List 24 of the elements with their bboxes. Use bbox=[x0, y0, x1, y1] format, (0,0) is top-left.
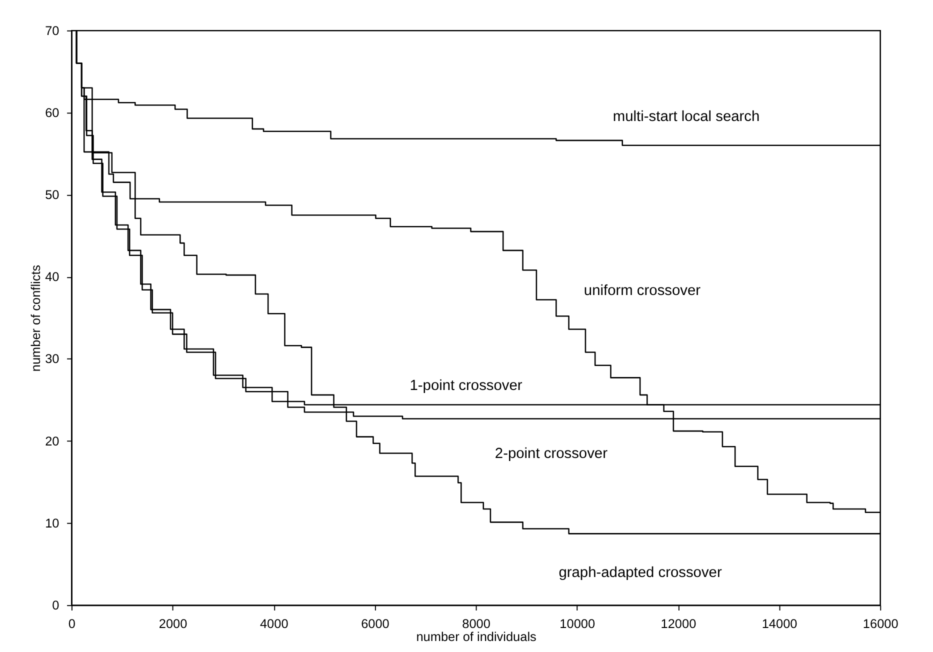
series-label: 1-point crossover bbox=[410, 378, 522, 394]
y-tick-label: 60 bbox=[45, 104, 60, 120]
x-tick-label: 2000 bbox=[158, 616, 188, 632]
y-tick-label: 20 bbox=[45, 433, 60, 448]
y-axis-title: number of conflicts bbox=[28, 264, 44, 372]
y-tick-label: 40 bbox=[45, 269, 60, 284]
x-tick-label: 6000 bbox=[361, 616, 390, 632]
y-tick-label: 70 bbox=[45, 22, 60, 38]
x-tick-label: 4000 bbox=[260, 616, 288, 632]
x-tick-label: 0 bbox=[68, 616, 76, 632]
x-tick-label: 8000 bbox=[462, 616, 490, 632]
y-tick-label: 0 bbox=[52, 598, 60, 613]
series-label: uniform crossover bbox=[584, 282, 701, 299]
x-tick-label: 16000 bbox=[862, 616, 898, 632]
y-tick-label: 30 bbox=[45, 351, 60, 366]
x-tick-label: 10000 bbox=[560, 616, 596, 632]
y-tick-label: 50 bbox=[45, 187, 60, 202]
text: graph-adapted crossover bbox=[558, 564, 722, 581]
series-label: multi-start local search bbox=[612, 108, 760, 125]
x-tick-label: 14000 bbox=[762, 616, 798, 632]
series-label: 2-point crossover bbox=[494, 446, 608, 462]
y-tick-label: 10 bbox=[45, 515, 60, 530]
x-axis-title: number of individuals bbox=[416, 628, 536, 644]
x-tick-label: 12000 bbox=[660, 616, 696, 632]
